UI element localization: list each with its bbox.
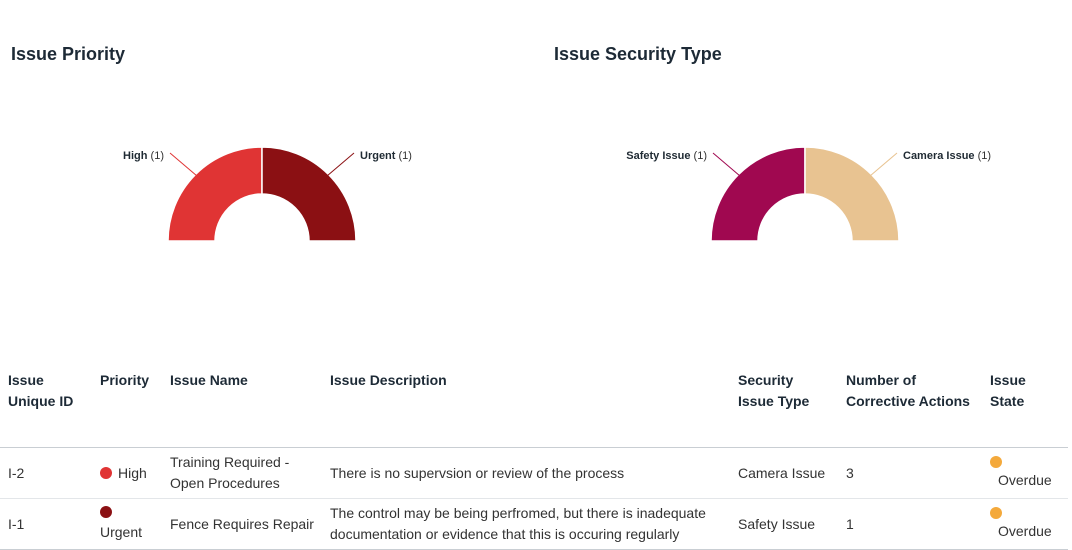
label-connector <box>712 152 741 177</box>
col-header-priority[interactable]: Priority <box>92 360 162 448</box>
priority-dot-icon <box>100 505 112 518</box>
col-header-id[interactable]: Issue Unique ID <box>0 360 92 448</box>
table-row[interactable]: I-2 High Training Required - Open Proced… <box>0 447 1068 499</box>
slice-camera-issue[interactable] <box>804 146 900 242</box>
slice-label-urgent: Urgent (1) <box>360 150 412 162</box>
label-connector <box>169 152 198 177</box>
priority-donut-chart: High (1) Urgent (1) <box>123 146 412 242</box>
cell-description: There is no supervsion or review of the … <box>322 447 730 499</box>
cell-id: I-1 <box>0 498 92 550</box>
table-header-row: Issue Unique ID Priority Issue Name Issu… <box>0 360 1068 448</box>
chart-title-priority: Issue Priority <box>11 44 126 64</box>
table-row[interactable]: I-1 Urgent Fence Requires Repair The con… <box>0 498 1068 550</box>
col-header-security-type[interactable]: Security Issue Type <box>730 360 838 448</box>
col-header-corrective-actions[interactable]: Number of Corrective Actions <box>838 360 982 448</box>
cell-corrective-actions: 3 <box>838 447 982 499</box>
slice-label-camera-issue: Camera Issue (1) <box>903 150 991 162</box>
col-header-description[interactable]: Issue Description <box>322 360 730 448</box>
chart-title-security-type: Issue Security Type <box>554 44 722 64</box>
security-type-donut-chart: Safety Issue (1) Camera Issue (1) <box>626 146 991 242</box>
slice-safety-issue[interactable] <box>710 146 806 242</box>
cell-id: I-2 <box>0 447 92 499</box>
slice-label-safety-issue: Safety Issue (1) <box>626 150 707 162</box>
label-connector <box>869 152 898 177</box>
cell-name: Fence Requires Repair <box>162 498 322 550</box>
cell-priority: High <box>92 447 162 499</box>
cell-security-type: Camera Issue <box>730 447 838 499</box>
issues-table: Issue Unique ID Priority Issue Name Issu… <box>0 360 1068 550</box>
cell-security-type: Safety Issue <box>730 498 838 550</box>
col-header-state[interactable]: Issue State <box>982 360 1068 448</box>
slice-label-high: High (1) <box>123 150 164 162</box>
state-dot-icon <box>990 506 1002 519</box>
slice-urgent[interactable] <box>261 146 357 242</box>
cell-state: Overdue <box>982 447 1068 499</box>
cell-corrective-actions: 1 <box>838 498 982 550</box>
state-dot-icon <box>990 455 1002 468</box>
slice-high[interactable] <box>167 146 263 242</box>
col-header-name[interactable]: Issue Name <box>162 360 322 448</box>
cell-state: Overdue <box>982 498 1068 550</box>
priority-dot-icon <box>100 466 112 479</box>
cell-description: The control may be being perfromed, but … <box>322 498 730 550</box>
cell-priority: Urgent <box>92 498 162 550</box>
cell-name: Training Required - Open Procedures <box>162 447 322 499</box>
label-connector <box>326 152 355 177</box>
